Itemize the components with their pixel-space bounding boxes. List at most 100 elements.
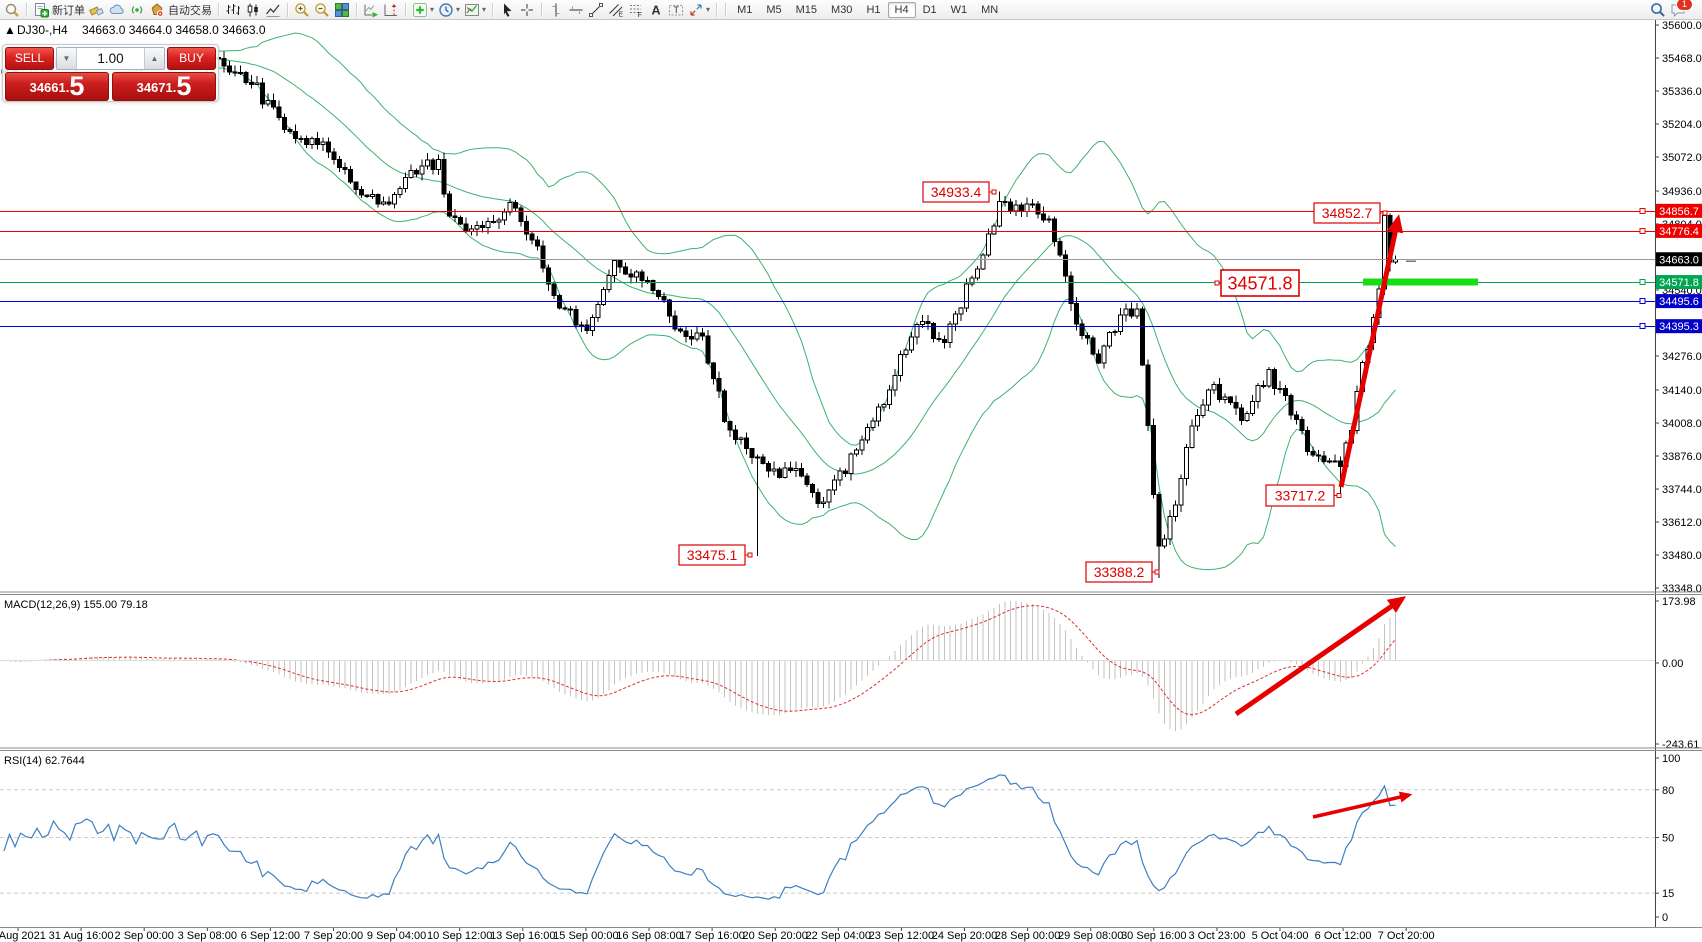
new-order-label: 新订单 (52, 4, 85, 17)
time-tick-label: 3 Sep 08:00 (178, 930, 237, 942)
search-button[interactable] (1648, 1, 1668, 19)
horizontal-line-button[interactable] (566, 1, 586, 19)
line-handle[interactable] (1639, 228, 1646, 234)
chevron-down-icon[interactable]: ▾ (430, 5, 435, 14)
crosshair-button[interactable] (517, 1, 537, 19)
trend-arrow[interactable] (1312, 791, 1413, 819)
timeframe-d1-button[interactable]: D1 (922, 3, 937, 16)
line-handle[interactable] (1639, 279, 1646, 285)
chevron-down-icon[interactable]: ▾ (706, 5, 711, 14)
time-tick-label: 7 Sep 20:00 (304, 930, 363, 942)
cloud-button[interactable] (107, 1, 127, 19)
chevron-down-icon[interactable]: ▾ (482, 5, 487, 14)
timeframe-w1-button[interactable]: W1 (950, 3, 968, 16)
price-callout-34571.8[interactable]: 34571.8 (1214, 269, 1300, 297)
periods-button[interactable]: ▾ (436, 1, 462, 19)
candlesticks (1, 46, 1398, 578)
vertical-line-button[interactable] (546, 1, 566, 19)
eraser-button[interactable] (87, 1, 107, 19)
autotrade-button[interactable]: 自动交易 (147, 1, 214, 19)
templates-button[interactable]: ▾ (462, 1, 488, 19)
candle-chart-button[interactable] (243, 1, 263, 19)
indicators-button[interactable]: ▾ (410, 1, 436, 19)
cursor-button[interactable] (497, 1, 517, 19)
auto-scroll-button[interactable] (361, 1, 381, 19)
price-callout-33388.2[interactable]: 33388.2 (1085, 561, 1160, 583)
zoom-out-icon (314, 2, 330, 18)
toolbar-separator (541, 2, 543, 17)
zoom-in-button[interactable] (292, 1, 312, 19)
buy-button[interactable]: BUY (167, 47, 216, 70)
chart-title-symbol: DJ30-,H4 (17, 23, 68, 37)
price-callout-34852.7[interactable]: 34852.7 (1313, 202, 1388, 224)
time-tick-label: 24 Sep 20:00 (932, 930, 997, 942)
timeframe-m30-button[interactable]: M30 (831, 3, 853, 16)
svg-text:34571.8: 34571.8 (1227, 273, 1292, 293)
chat-button[interactable]: 1 (1668, 0, 1693, 19)
trend-arrows[interactable] (1234, 214, 1413, 819)
arrows-button[interactable]: ▾ (686, 1, 712, 19)
new-order-button[interactable]: 新订单 (31, 1, 87, 19)
text-label-button[interactable]: T (666, 1, 686, 19)
svg-text:E: E (619, 11, 624, 18)
zoom-out-button[interactable] (312, 1, 332, 19)
line-handle[interactable] (1639, 208, 1646, 214)
price-callout-33717.2[interactable]: 33717.2 (1265, 484, 1342, 507)
fibonacci-button[interactable]: F (626, 1, 646, 19)
timeframe-m5-button[interactable]: M5 (766, 3, 782, 16)
price-tick-label: 34140.0 (1662, 385, 1702, 397)
tile-windows-icon (334, 2, 350, 18)
timeframe-m15-button[interactable]: M15 (795, 3, 818, 16)
toolbar-separator (26, 2, 27, 17)
tile-windows-button[interactable] (332, 1, 352, 19)
timeframe-h1-button[interactable]: H1 (866, 3, 881, 16)
rsi-axis-label: 0 (1662, 912, 1668, 924)
cursor-icon (499, 2, 515, 18)
text-button[interactable]: A (646, 1, 666, 19)
price-label-chip (1656, 275, 1702, 290)
line-chart-button[interactable] (263, 1, 283, 19)
horizontal-line-icon (568, 2, 584, 18)
trendline-button[interactable] (586, 1, 606, 19)
price-tick-label: 34008.0 (1662, 418, 1702, 430)
buy-price-display[interactable]: 34671. 5 (112, 72, 216, 101)
rsi-line (3, 774, 1396, 900)
price-tick-label: 34276.0 (1662, 351, 1702, 363)
price-callout-34933.4[interactable]: 34933.4 (922, 181, 997, 203)
trend-arrow[interactable] (1234, 596, 1407, 717)
volume-decrease-button[interactable]: ▼ (57, 48, 77, 69)
chart-canvas[interactable]: 34933.4 34852.7 34571.8 33717.2 33475.1 33388… (0, 20, 1702, 942)
signal-button[interactable] (127, 1, 147, 19)
volume-increase-button[interactable]: ▲ (144, 48, 164, 69)
line-handle[interactable] (1639, 298, 1646, 304)
price-callout-33475.1[interactable]: 33475.1 (678, 544, 753, 566)
panel-dividers (0, 591, 1702, 928)
price-callouts[interactable]: 34933.4 34852.7 34571.8 33717.2 33475.1 33388… (678, 181, 1388, 583)
terminal-logo-button[interactable] (2, 1, 22, 19)
chart-shift-button[interactable] (381, 1, 401, 19)
timeframe-m1-button[interactable]: M1 (737, 3, 753, 16)
chevron-down-icon[interactable]: ▾ (456, 5, 461, 14)
bar-chart-button[interactable] (223, 1, 243, 19)
sell-button[interactable]: SELL (5, 47, 54, 70)
volume-input[interactable]: 1.00 (97, 51, 124, 66)
macd-axis-label: 0.00 (1662, 658, 1683, 670)
equidistant-channel-button[interactable]: E (606, 1, 626, 19)
macd-axis-label: -243.61 (1662, 739, 1699, 751)
price-label-chip (1656, 252, 1702, 267)
terminal-logo-icon (4, 2, 20, 18)
time-tick-label: 20 Sep 20:00 (742, 930, 807, 942)
panel-collapse-arrow[interactable]: ▲ (4, 23, 16, 37)
timeframe-mn-button[interactable]: MN (981, 3, 999, 16)
line-handle[interactable] (1639, 323, 1646, 329)
price-axis[interactable]: 35600.0 35468.0 35336.0 35204.0 35072.0 34936… (1655, 20, 1702, 927)
sell-price-display[interactable]: 34661. 5 (5, 72, 109, 101)
bar-chart-icon (225, 2, 241, 18)
trendline-icon (588, 2, 604, 18)
horizontal-levels[interactable] (0, 208, 1655, 329)
trend-arrow[interactable] (1338, 214, 1404, 488)
timeframe-h4-button[interactable]: H4 (887, 1, 916, 18)
toolbar-separator (218, 2, 219, 17)
toolbar-separator (356, 2, 357, 17)
